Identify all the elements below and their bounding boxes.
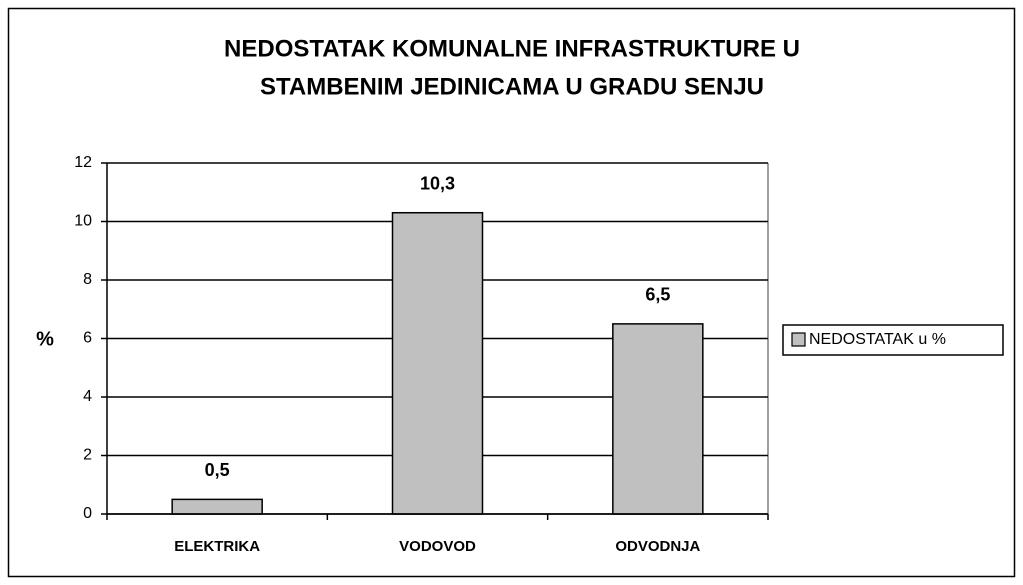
y-axis-label: % — [36, 328, 54, 350]
y-tick-label: 8 — [83, 271, 92, 288]
legend-box — [782, 324, 1004, 356]
chart-title: STAMBENIM JEDINICAMA U GRADU SENJU — [260, 73, 764, 100]
y-tick-label: 0 — [83, 505, 92, 522]
chart-border — [7, 7, 1016, 578]
x-tick-label: VODOVOD — [399, 538, 476, 555]
y-tick-label: 10 — [74, 213, 92, 230]
bar — [391, 211, 484, 515]
bar — [171, 498, 263, 515]
y-tick-label: 2 — [83, 447, 92, 464]
bar — [612, 323, 704, 515]
x-tick-label: ODVODNJA — [615, 538, 700, 555]
data-label: 10,3 — [420, 173, 455, 193]
x-tick-label: ELEKTRIKA — [174, 538, 260, 555]
y-tick-label: 12 — [74, 154, 92, 171]
data-label: 0,5 — [205, 460, 230, 480]
y-tick-label: 4 — [83, 388, 92, 405]
legend-swatch — [791, 332, 806, 347]
y-tick-label: 6 — [83, 330, 92, 347]
legend-label: NEDOSTATAK u % — [809, 331, 946, 348]
chart-title: NEDOSTATAK KOMUNALNE INFRASTRUKTURE U — [224, 35, 800, 62]
data-label: 6,5 — [645, 285, 670, 305]
